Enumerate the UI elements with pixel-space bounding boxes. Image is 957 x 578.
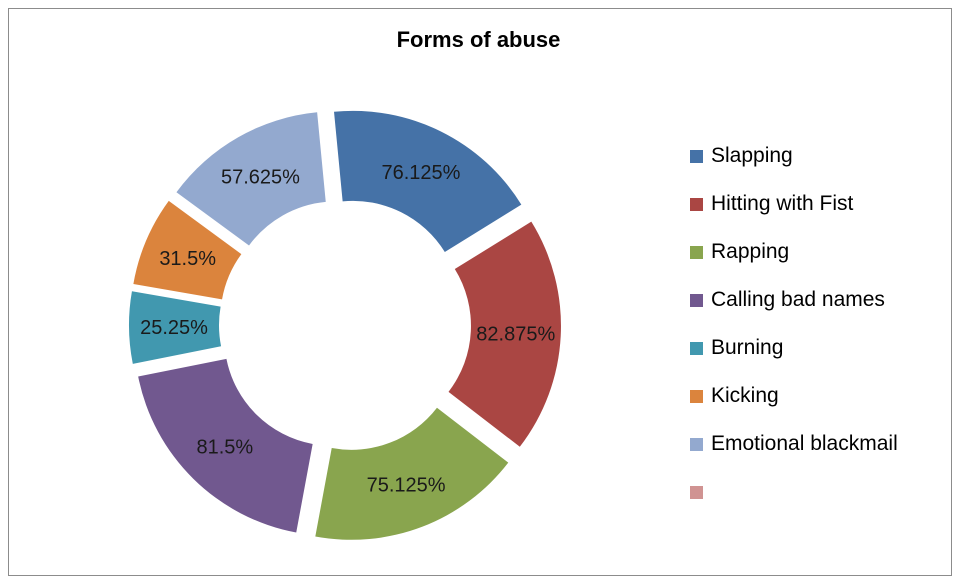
legend-swatch	[690, 294, 703, 307]
legend-label: Kicking	[711, 384, 779, 407]
data-label-slapping: 76.125%	[381, 162, 460, 184]
legend-swatch	[690, 246, 703, 259]
legend-item-rapping: Rapping	[690, 239, 898, 287]
legend-label: Hitting with Fist	[711, 192, 854, 215]
data-label-calling-bad-names: 81.5%	[197, 437, 254, 459]
legend-item-burning: Burning	[690, 335, 898, 383]
legend-label: Calling bad names	[711, 288, 885, 311]
chart-legend: Slapping Hitting with Fist Rapping Calling …	[690, 143, 898, 527]
data-label-emotional-blackmail: 57.625%	[221, 166, 300, 188]
slice-calling-bad-names	[138, 358, 313, 533]
legend-item-kicking: Kicking	[690, 383, 898, 431]
legend-swatch	[690, 390, 703, 403]
slice-slapping	[334, 110, 522, 253]
legend-label: Rapping	[711, 240, 790, 263]
legend-swatch	[690, 150, 703, 163]
legend-swatch	[690, 438, 703, 451]
data-label-rapping: 75.125%	[367, 475, 446, 497]
legend-label: Burning	[711, 336, 784, 359]
legend-label: Slapping	[711, 144, 793, 167]
slice-kicking	[133, 200, 242, 300]
legend-item-emotional-blackmail: Emotional blackmail	[690, 431, 898, 479]
legend-swatch	[690, 486, 703, 499]
data-label-burning: 25.25%	[140, 317, 208, 339]
legend-item-blank	[690, 479, 898, 527]
data-label-hitting-with-fist: 82.875%	[476, 324, 555, 346]
legend-item-slapping: Slapping	[690, 143, 898, 191]
slice-hitting-with-fist	[448, 221, 561, 447]
legend-label: Emotional blackmail	[711, 432, 898, 455]
legend-swatch	[690, 198, 703, 211]
legend-item-calling-bad-names: Calling bad names	[690, 287, 898, 335]
slice-emotional-blackmail	[176, 112, 326, 246]
legend-item-hitting-with-fist: Hitting with Fist	[690, 191, 898, 239]
chart-title: Forms of abuse	[396, 27, 561, 52]
legend-swatch	[690, 342, 703, 355]
data-label-kicking: 31.5%	[159, 248, 216, 270]
slice-rapping	[315, 407, 509, 540]
slice-burning	[129, 291, 222, 364]
